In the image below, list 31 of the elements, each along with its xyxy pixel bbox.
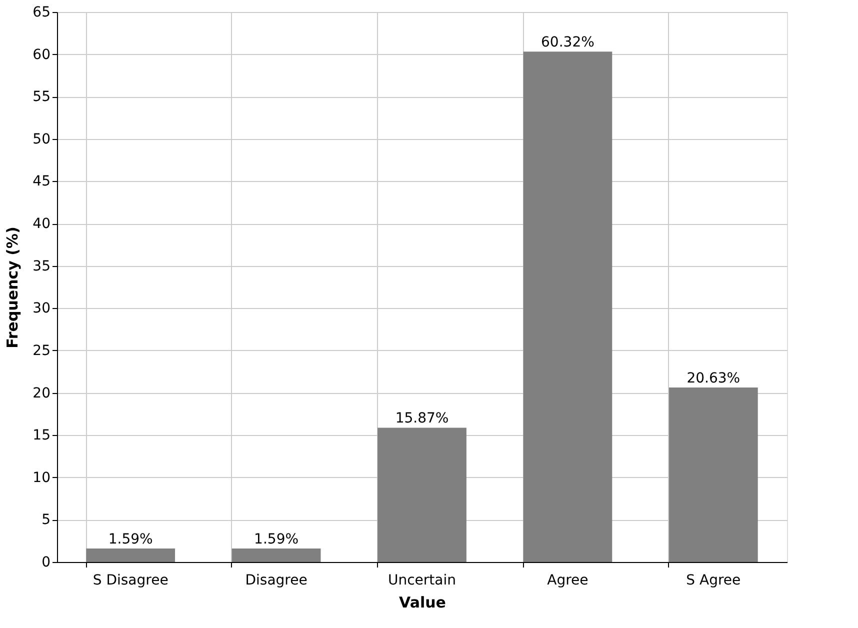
bar [668,387,758,562]
x-tick-label: S Agree [686,572,741,588]
bar [232,548,321,562]
y-tick-label: 55 [32,89,50,106]
y-tick-label: 50 [32,131,50,148]
x-tick-label: Uncertain [388,572,456,588]
y-tick-label: 65 [32,4,50,20]
y-tick-label: 0 [42,554,50,570]
y-tick-label: 10 [32,470,50,486]
y-tick-label: 20 [32,385,50,402]
bar [86,548,176,562]
y-tick-label: 45 [32,174,50,190]
y-tick-label: 15 [32,428,50,444]
data-label: 1.59% [108,532,153,548]
x-tick-label: Disagree [245,572,308,588]
data-label: 15.87% [395,410,449,427]
data-label: 20.63% [686,370,740,386]
x-axis-title: Value [399,594,446,612]
y-tick-label: 25 [32,342,50,359]
y-tick-label: 30 [32,300,50,317]
bar [523,52,612,562]
x-tick-label: S Disagree [92,572,168,588]
y-tick-label: 60 [32,46,50,63]
x-tick-label: Agree [547,572,588,588]
y-tick-label: 5 [42,512,50,528]
data-label: 60.32% [541,34,594,51]
bar [378,428,466,562]
y-axis-title: Frequency (%) [4,226,22,348]
data-label: 1.59% [254,532,299,548]
y-tick-label: 40 [32,216,50,232]
y-tick-label: 35 [32,258,50,274]
